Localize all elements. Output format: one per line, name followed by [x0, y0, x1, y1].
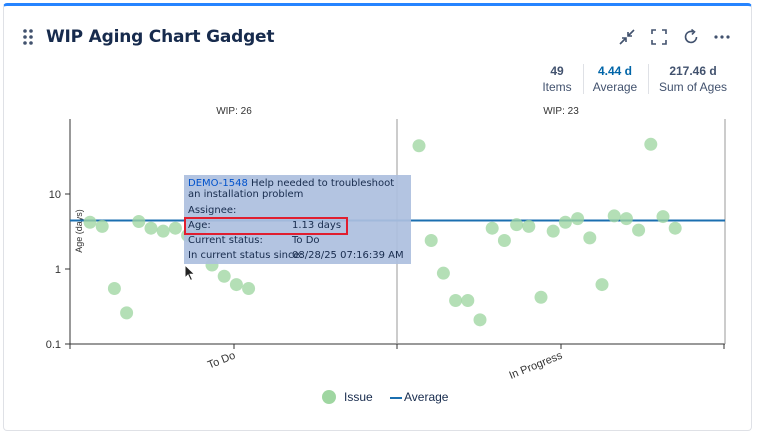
- issue-point: [571, 212, 585, 226]
- issue-point: [95, 219, 109, 233]
- column-wip-header: WIP: 23: [543, 106, 579, 117]
- issue-point: [632, 223, 646, 237]
- stat-average: 4.44 d Average: [580, 64, 650, 94]
- tooltip-status-row: Current status: To Do: [188, 233, 407, 248]
- age-highlight-box: [184, 217, 348, 235]
- stat-sum-label: Sum of Ages: [658, 80, 728, 94]
- tooltip-status-value: To Do: [292, 235, 320, 246]
- stat-sum: 217.46 d Sum of Ages: [655, 64, 731, 94]
- legend-average-label: Average: [404, 390, 449, 404]
- tooltip-since-label: In current status since:: [188, 250, 303, 261]
- refresh-icon[interactable]: [681, 27, 701, 47]
- legend-item-issue[interactable]: Issue: [322, 389, 382, 405]
- stat-items-value: 49: [550, 64, 564, 78]
- issue-point: [473, 313, 487, 327]
- issue-point: [83, 215, 97, 229]
- legend-issue-marker: [322, 390, 336, 404]
- issue-point: [144, 221, 158, 235]
- issue-point: [656, 210, 670, 224]
- drag-handle-icon[interactable]: [22, 28, 36, 46]
- issue-point: [412, 139, 426, 153]
- issue-point: [424, 233, 438, 247]
- tooltip-issue-key[interactable]: DEMO-1548: [188, 178, 248, 189]
- legend-item-average[interactable]: Average: [390, 389, 460, 405]
- issue-point: [461, 294, 475, 308]
- fullscreen-icon[interactable]: [649, 27, 669, 47]
- tooltip-issue-summary: Help needed to troubleshoot an installat…: [188, 178, 395, 200]
- tooltip-assignee-row: Assignee:: [188, 203, 407, 218]
- issue-point: [510, 218, 524, 232]
- issue-point: [485, 221, 499, 235]
- tooltip-age-value: 1.13 days: [292, 220, 342, 231]
- issue-point: [132, 214, 146, 228]
- tooltip-since-value: 08/28/25 07:16:39 AM: [292, 250, 404, 261]
- issue-point: [668, 221, 682, 235]
- issue-point: [522, 219, 536, 233]
- x-category-label: To Do: [206, 350, 237, 372]
- x-category-label: In Progress: [507, 349, 564, 381]
- tooltip-heading: DEMO-1548 Help needed to troubleshoot an…: [188, 178, 407, 200]
- issue-point: [619, 212, 633, 226]
- issue-point: [583, 231, 597, 245]
- issue-point: [497, 233, 511, 247]
- stat-average-label: Average: [592, 80, 638, 94]
- more-icon[interactable]: [712, 27, 732, 47]
- issue-point: [242, 281, 256, 295]
- legend-issue-label: Issue: [344, 390, 373, 404]
- issue-point: [217, 269, 231, 283]
- issue-point: [436, 266, 450, 280]
- issue-point: [534, 290, 548, 304]
- issue-point: [644, 137, 658, 151]
- issue-point: [607, 209, 621, 223]
- issue-tooltip: DEMO-1548 Help needed to troubleshoot an…: [184, 175, 411, 264]
- y-tick-label: 1: [55, 264, 61, 276]
- issue-point: [595, 278, 609, 292]
- issue-point: [156, 224, 170, 238]
- y-tick-label: 0.1: [46, 339, 61, 351]
- stat-sum-value: 217.46 d: [669, 64, 717, 78]
- tooltip-assignee-label: Assignee:: [188, 205, 237, 216]
- issue-point: [107, 281, 121, 295]
- issue-point: [546, 224, 560, 238]
- issue-point: [168, 221, 182, 235]
- stat-divider: [648, 64, 649, 94]
- gadget-title: WIP Aging Chart Gadget: [46, 27, 275, 47]
- tooltip-status-label: Current status:: [188, 235, 263, 246]
- minimize-icon[interactable]: [617, 27, 637, 47]
- tooltip-age-row: Age: 1.13 days: [188, 218, 407, 233]
- issue-point: [449, 294, 463, 308]
- mouse-cursor-icon: [184, 264, 196, 282]
- stat-average-value: 4.44 d: [597, 64, 633, 78]
- stat-items-label: Items: [542, 80, 572, 94]
- stat-items: 49 Items: [522, 64, 592, 94]
- y-tick-label: 10: [49, 189, 61, 201]
- tooltip-since-row: In current status since: 08/28/25 07:16:…: [188, 248, 407, 263]
- issue-point: [229, 278, 243, 292]
- issue-point: [120, 306, 134, 320]
- legend-average-marker: [390, 397, 402, 399]
- stat-divider: [583, 64, 584, 94]
- issue-point: [558, 215, 572, 229]
- column-wip-header: WIP: 26: [216, 106, 252, 117]
- tooltip-age-label: Age:: [188, 220, 211, 231]
- y-axis-label: Age (days): [74, 209, 84, 253]
